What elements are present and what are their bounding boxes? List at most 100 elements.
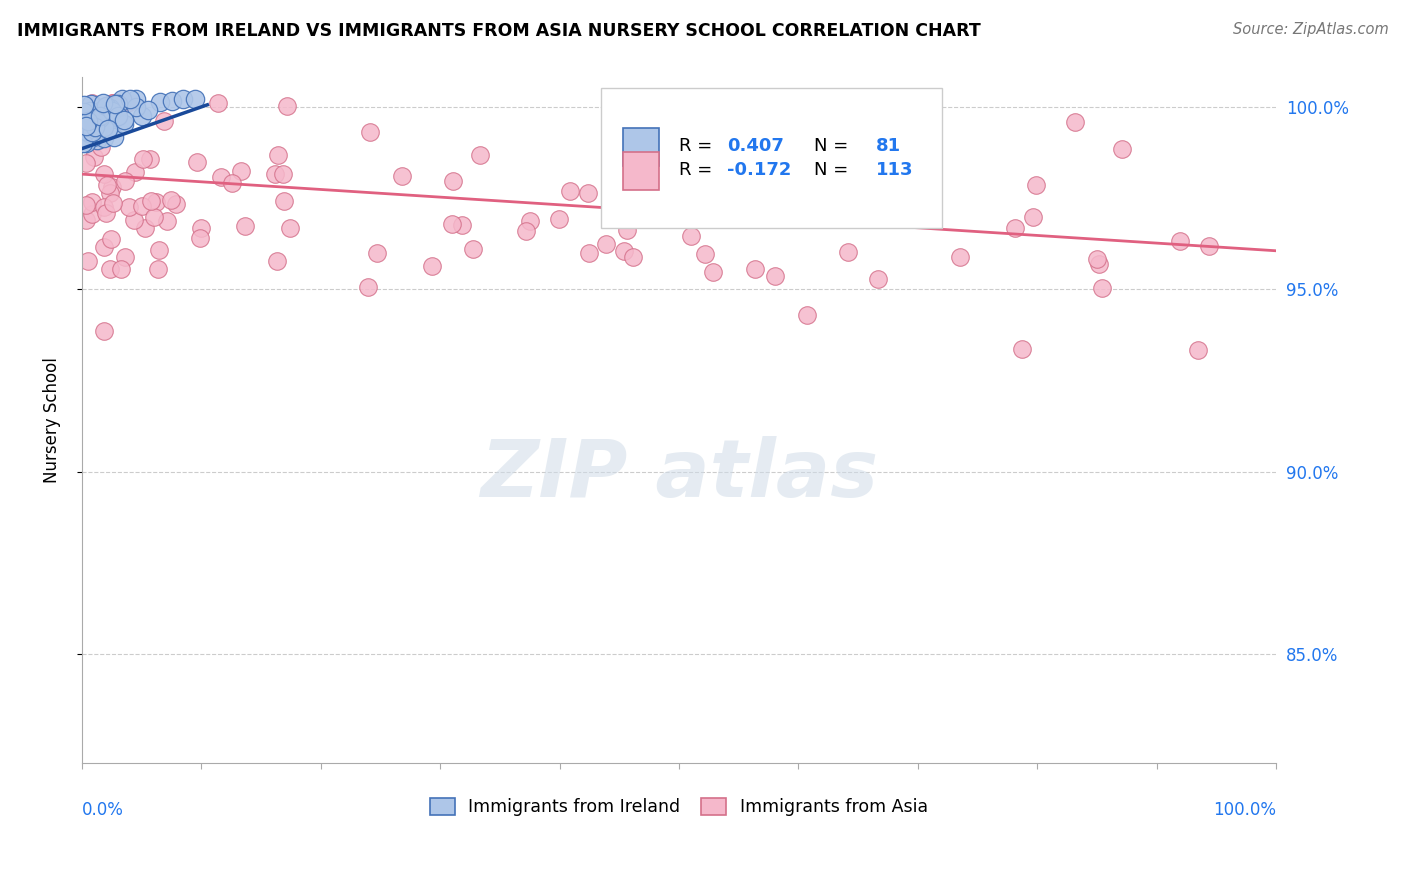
Point bbox=[648, 194, 671, 209]
Point bbox=[1063, 115, 1085, 129]
Point bbox=[107, 97, 129, 112]
Point bbox=[101, 95, 124, 110]
Point bbox=[616, 223, 638, 237]
Point bbox=[908, 212, 931, 227]
Point bbox=[86, 133, 108, 147]
Point bbox=[110, 261, 132, 276]
Point bbox=[131, 109, 153, 123]
Point bbox=[125, 100, 148, 114]
Point bbox=[76, 122, 98, 136]
Point bbox=[96, 105, 118, 120]
Point bbox=[273, 194, 295, 208]
Point bbox=[118, 200, 141, 214]
Point bbox=[441, 217, 464, 231]
Point bbox=[744, 261, 766, 276]
Point bbox=[114, 250, 136, 264]
Point bbox=[160, 94, 183, 108]
Point bbox=[576, 186, 599, 200]
Point bbox=[73, 112, 96, 126]
Point bbox=[72, 119, 94, 133]
Point bbox=[80, 125, 103, 139]
Point bbox=[89, 109, 111, 123]
Point bbox=[76, 113, 98, 128]
Text: IMMIGRANTS FROM IRELAND VS IMMIGRANTS FROM ASIA NURSERY SCHOOL CORRELATION CHART: IMMIGRANTS FROM IRELAND VS IMMIGRANTS FR… bbox=[17, 22, 980, 40]
Point bbox=[90, 140, 112, 154]
Point bbox=[72, 121, 94, 136]
Point bbox=[72, 106, 94, 120]
Point bbox=[90, 106, 112, 120]
Point bbox=[79, 117, 101, 131]
Point bbox=[152, 114, 174, 128]
Point bbox=[145, 194, 167, 209]
Point bbox=[75, 119, 97, 133]
Point bbox=[391, 169, 413, 183]
Point bbox=[79, 125, 101, 139]
Point bbox=[79, 126, 101, 140]
Point bbox=[93, 240, 115, 254]
Point bbox=[100, 95, 122, 110]
Point bbox=[612, 244, 634, 258]
Point bbox=[93, 131, 115, 145]
Point bbox=[115, 95, 138, 110]
Point bbox=[79, 112, 101, 127]
Text: R =: R = bbox=[679, 161, 718, 179]
Text: 113: 113 bbox=[876, 161, 914, 179]
Point bbox=[107, 110, 129, 124]
Point bbox=[86, 125, 108, 139]
Text: N =: N = bbox=[814, 161, 848, 179]
Point bbox=[148, 95, 170, 109]
Point bbox=[80, 126, 103, 140]
Point bbox=[93, 120, 115, 135]
Point bbox=[160, 193, 183, 207]
Point bbox=[209, 169, 232, 184]
Point bbox=[75, 156, 97, 170]
Point bbox=[702, 265, 724, 279]
Point bbox=[103, 130, 125, 145]
Point bbox=[682, 180, 704, 194]
Point bbox=[77, 126, 100, 140]
Point bbox=[266, 254, 288, 268]
Point bbox=[610, 154, 633, 169]
Point bbox=[80, 128, 103, 142]
Point bbox=[72, 112, 94, 126]
Point bbox=[93, 324, 115, 338]
Point bbox=[366, 246, 388, 260]
FancyBboxPatch shape bbox=[602, 87, 942, 228]
Point bbox=[80, 95, 103, 110]
Point bbox=[595, 237, 617, 252]
Point bbox=[1091, 281, 1114, 295]
Text: -0.172: -0.172 bbox=[727, 161, 792, 179]
Point bbox=[73, 105, 96, 120]
Point bbox=[229, 164, 252, 178]
Point bbox=[104, 97, 127, 112]
Point bbox=[949, 250, 972, 264]
Point bbox=[94, 205, 117, 219]
Point bbox=[420, 259, 443, 273]
Point bbox=[1088, 257, 1111, 271]
Point bbox=[96, 178, 118, 193]
Point bbox=[621, 250, 644, 264]
Point bbox=[136, 103, 159, 117]
Point bbox=[93, 167, 115, 181]
Point bbox=[548, 212, 571, 227]
Point bbox=[190, 221, 212, 235]
Point bbox=[131, 199, 153, 213]
Point bbox=[83, 120, 105, 134]
Point bbox=[111, 92, 134, 106]
Point bbox=[86, 134, 108, 148]
Point bbox=[356, 280, 378, 294]
Point bbox=[186, 154, 208, 169]
Bar bbox=[623, 128, 659, 166]
Y-axis label: Nursery School: Nursery School bbox=[44, 358, 60, 483]
Point bbox=[451, 218, 474, 232]
Text: N =: N = bbox=[814, 137, 848, 155]
Point bbox=[83, 113, 105, 128]
Text: 81: 81 bbox=[876, 137, 901, 155]
Point bbox=[796, 308, 818, 322]
Point bbox=[146, 261, 169, 276]
Point bbox=[359, 125, 381, 139]
Point bbox=[1198, 239, 1220, 253]
Point bbox=[623, 191, 645, 205]
Point bbox=[468, 147, 491, 161]
Point bbox=[278, 221, 301, 235]
